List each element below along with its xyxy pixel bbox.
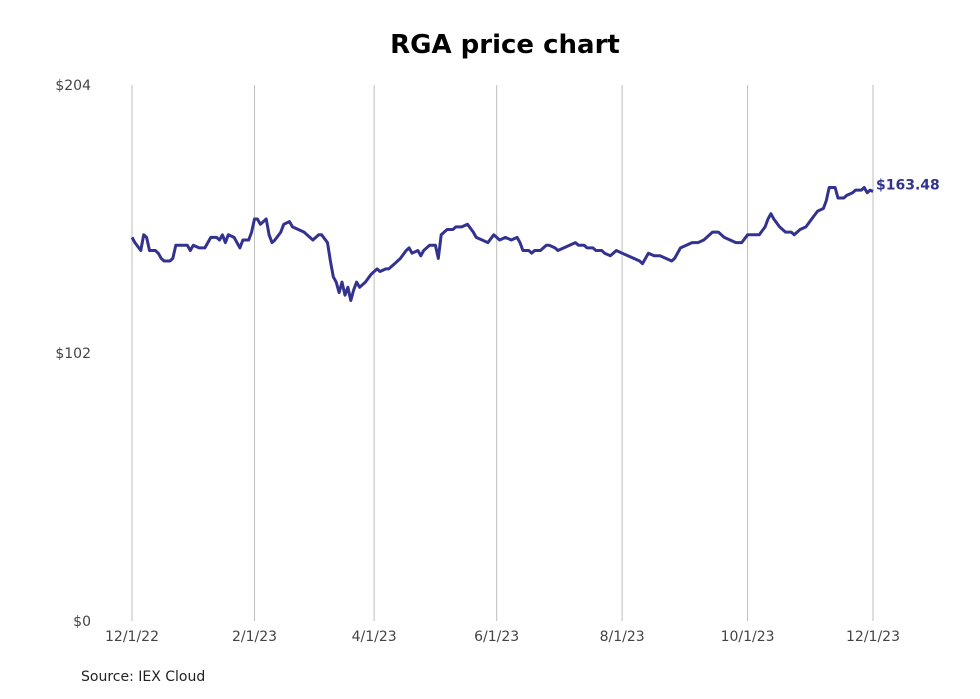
y-tick-label: $102	[55, 346, 91, 362]
y-tick-label: $0	[73, 614, 91, 630]
x-tick-label: 12/1/23	[846, 629, 900, 645]
x-axis-ticks: 12/1/22 2/1/23 4/1/23 6/1/23 8/1/23 10/1/23 12…	[105, 629, 900, 645]
x-tick-label: 4/1/23	[352, 629, 397, 645]
x-tick-label: 2/1/23	[232, 629, 277, 645]
x-tick-label: 6/1/23	[474, 629, 519, 645]
gridlines	[131, 85, 874, 621]
price-series-line	[130, 186, 874, 302]
x-tick-label: 12/1/22	[105, 629, 159, 645]
chart-title: RGA price chart	[390, 30, 620, 60]
y-tick-label: $204	[55, 78, 91, 94]
y-axis-ticks: $204 $102 $0	[55, 78, 91, 630]
source-note: Source: IEX Cloud	[81, 669, 206, 685]
x-tick-label: 10/1/23	[721, 629, 775, 645]
x-tick-label: 8/1/23	[600, 629, 645, 645]
last-price-label: $163.48	[876, 177, 940, 193]
